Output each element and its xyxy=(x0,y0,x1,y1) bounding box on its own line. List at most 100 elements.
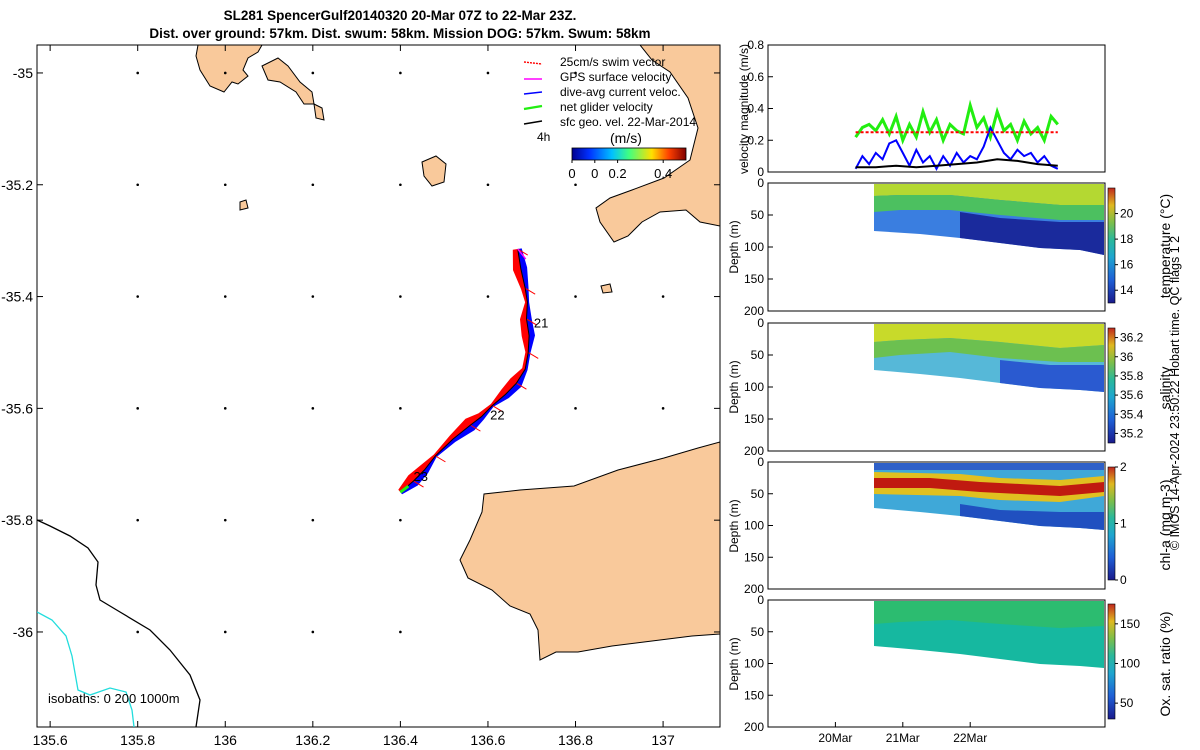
salinity-colorbar-tick-label: 36.2 xyxy=(1120,331,1144,345)
salinity-colorbar-tick-label: 35.2 xyxy=(1120,426,1144,440)
geo-velocity-dot xyxy=(486,183,490,187)
temperature-section-thermocline xyxy=(874,195,1104,220)
salinity-section-halocline xyxy=(874,338,1104,362)
chla-panel: 0 50 100 150 200 0 1 2 xyxy=(744,455,1127,596)
swim-vector xyxy=(492,405,503,412)
velocity-ylabel: velocity magnitude (m/s) xyxy=(737,43,751,175)
map-y-tick-label: -36 xyxy=(13,624,33,640)
legend-gps-label: GPS surface velocity xyxy=(560,70,671,84)
velocity-panel: 0 0.2 0.4 0.6 0.8 xyxy=(747,38,1106,179)
velocity-series-line xyxy=(855,158,1058,169)
geo-velocity-dot xyxy=(136,183,139,187)
salinity-colorbar-tick-label: 36 xyxy=(1120,350,1134,364)
geo-velocity-dot xyxy=(399,71,402,75)
oxygen-axis-ticks: 0 50 100 150 200 xyxy=(744,593,773,734)
salinity-section-surface xyxy=(874,324,1104,348)
chla-y-tick-label: 50 xyxy=(751,487,765,501)
geo-velocity-dot xyxy=(399,183,402,187)
velocity-axes-box xyxy=(767,44,1106,173)
oxygen-y-tick-label: 150 xyxy=(744,688,764,702)
oxygen-y-tick-label: 200 xyxy=(744,720,764,734)
legend-dive-line xyxy=(523,91,543,95)
geo-velocity-dot xyxy=(223,630,227,634)
geo-velocity-dot xyxy=(399,518,402,522)
legend-swim-line xyxy=(523,61,543,65)
temperature-y-tick-label: 50 xyxy=(751,208,765,222)
swim-vector xyxy=(413,480,424,488)
temperature-colorbar-tick-label: 16 xyxy=(1120,258,1134,272)
oxygen-y-tick-label: 100 xyxy=(744,657,764,671)
salinity-y-tick-label: 50 xyxy=(751,348,765,362)
salinity-y-tick-label: 0 xyxy=(757,316,764,330)
land-island-small-5 xyxy=(600,283,613,294)
oxygen-ylabel: Depth (m) xyxy=(727,637,741,691)
geo-velocity-dot xyxy=(136,630,139,634)
temperature-y-tick-label: 150 xyxy=(744,272,764,286)
geo-velocity-dot xyxy=(311,518,315,522)
map-x-tick-label: 136 xyxy=(214,732,238,748)
track-day-label: 23 xyxy=(414,469,428,484)
oxygen-colorbar-tick-label: 100 xyxy=(1120,656,1140,670)
temperature-y-tick-label: 200 xyxy=(744,304,764,318)
salinity-axis-ticks: 0 50 100 150 200 xyxy=(744,316,773,458)
time-x-tick-label: 21Mar xyxy=(886,731,920,745)
glider-track: 21 22 23 xyxy=(398,248,548,495)
temperature-y-tick-label: 0 xyxy=(757,176,764,190)
isobaths-label: isobaths: 0 200 1000m xyxy=(48,691,180,706)
velocity-y-tick-label: 0.8 xyxy=(747,38,764,52)
map-x-tick-label: 136.2 xyxy=(295,732,330,748)
land-peninsula-north xyxy=(595,45,720,243)
chla-colorbar-tick-label: 1 xyxy=(1120,517,1127,531)
geo-velocity-dot xyxy=(399,407,402,410)
velocity-y-tick-label: 0 xyxy=(757,165,764,179)
geo-velocity-dot xyxy=(311,295,315,298)
geo-velocity-dot xyxy=(223,183,227,187)
salinity-colorbar-tick-label: 35.8 xyxy=(1120,369,1144,383)
salinity-ylabel: Depth (m) xyxy=(727,360,741,414)
salinity-section-deep xyxy=(1000,360,1104,392)
geo-velocity-dot xyxy=(311,630,315,634)
chla-ylabel: Depth (m) xyxy=(727,499,741,553)
velocity-series-line xyxy=(854,99,1059,145)
oxygen-y-tick-label: 50 xyxy=(751,625,765,639)
salinity-colorbar-tick-label: 35.6 xyxy=(1120,388,1144,402)
geo-velocity-dot xyxy=(223,295,227,298)
legend-dive-label: dive-avg current veloc. xyxy=(560,85,681,99)
chla-y-tick-label: 0 xyxy=(757,455,764,469)
map-colorbar-tick-label: 0.4 xyxy=(654,166,672,181)
map-panel: 21 22 23 135.6 135.8 136 136.2 136.4 136.6 136.8… xyxy=(1,44,721,748)
oxygen-colorbar-ticks: 50 100 150 xyxy=(1115,617,1140,710)
geo-velocity-dot xyxy=(574,407,577,410)
velocity-y-tick-label: 0.2 xyxy=(747,133,764,147)
swim-vector xyxy=(526,318,537,326)
map-x-tick-label: 135.8 xyxy=(120,732,155,748)
oxygen-colorbar-tick-label: 50 xyxy=(1120,696,1134,710)
geo-velocity-dot xyxy=(223,407,227,410)
time-x-tick-label: 22Mar xyxy=(953,731,987,745)
salinity-y-tick-label: 100 xyxy=(744,380,764,394)
map-colorbar xyxy=(571,147,687,161)
chla-section-maximum xyxy=(874,478,1104,496)
map-x-tick-label: 136.6 xyxy=(470,732,505,748)
map-x-tick-label: 136.4 xyxy=(383,732,418,748)
salinity-panel: 0 50 100 150 200 35.2 35.4 35.6 35.8 36 36.2 xyxy=(744,316,1144,458)
legend-sfc-label: sfc geo. vel. 22-Mar-2014 xyxy=(560,115,696,129)
chla-axis-ticks: 0 50 100 150 200 xyxy=(744,455,773,596)
legend-net-label: net glider velocity xyxy=(560,100,653,114)
net-velocity-arrow xyxy=(399,485,410,494)
geo-velocity-dot xyxy=(574,71,577,75)
salinity-colorbar xyxy=(1107,327,1116,444)
time-x-tick-label: 20Mar xyxy=(818,731,852,745)
map-y-tick-label: -35.6 xyxy=(1,400,33,416)
map-colorbar-label: (m/s) xyxy=(610,130,642,146)
map-x-tick-label: 135.6 xyxy=(33,732,68,748)
velocity-y-tick-label: 0.4 xyxy=(747,102,764,116)
land-island-small-2 xyxy=(313,103,325,121)
oxygen-section-surface xyxy=(874,601,1104,628)
map-geo-velocity-dots xyxy=(136,71,665,634)
temperature-section-surface xyxy=(874,184,1104,205)
map-colorbar-ticks: 0 0 0.2 0.4 xyxy=(568,160,672,181)
oxygen-colorbar-tick-label: 150 xyxy=(1120,617,1140,631)
geo-velocity-dot xyxy=(136,71,139,75)
velocity-axis-ticks: 0 0.2 0.4 0.6 0.8 xyxy=(747,38,773,179)
